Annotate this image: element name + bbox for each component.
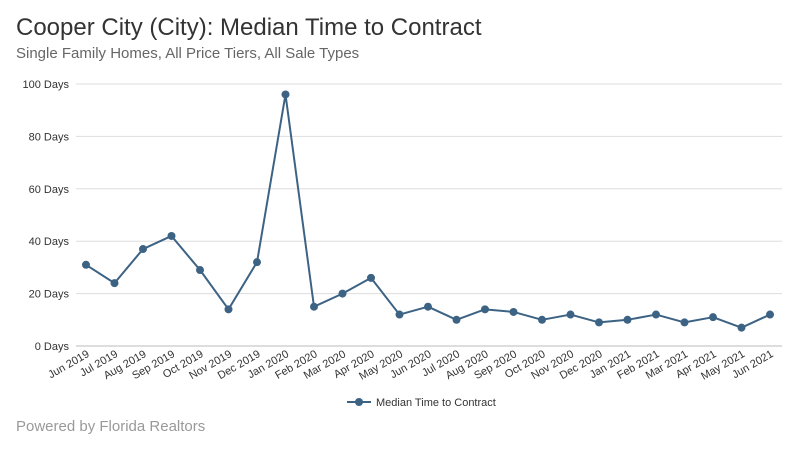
- data-point[interactable]: [196, 266, 204, 275]
- data-point[interactable]: [167, 231, 176, 240]
- data-point[interactable]: [509, 307, 518, 316]
- data-point[interactable]: [481, 305, 489, 314]
- y-tick-label: 0 Days: [35, 341, 70, 353]
- data-point[interactable]: [680, 318, 689, 327]
- gridlines: [76, 83, 782, 347]
- data-point[interactable]: [367, 273, 375, 282]
- data-point[interactable]: [737, 323, 746, 332]
- legend-marker-icon: [355, 398, 363, 406]
- data-point[interactable]: [424, 302, 432, 311]
- footer-credit: Powered by Florida Realtors: [16, 418, 206, 435]
- data-point[interactable]: [452, 315, 461, 324]
- legend[interactable]: Median Time to Contract: [347, 397, 496, 409]
- y-tick-label: 60 Days: [29, 184, 70, 196]
- data-point[interactable]: [281, 90, 290, 99]
- data-point[interactable]: [566, 310, 575, 319]
- data-point[interactable]: [595, 318, 603, 327]
- data-point[interactable]: [766, 310, 774, 319]
- y-tick-label: 80 Days: [29, 131, 70, 143]
- data-point[interactable]: [82, 260, 90, 269]
- data-point[interactable]: [110, 279, 119, 288]
- y-tick-label: 20 Days: [29, 289, 70, 301]
- data-point[interactable]: [139, 245, 147, 254]
- data-point[interactable]: [253, 258, 261, 267]
- data-point[interactable]: [652, 310, 660, 319]
- data-point[interactable]: [338, 289, 347, 298]
- data-point[interactable]: [224, 305, 233, 314]
- chart-title: Cooper City (City): Median Time to Contr…: [16, 14, 482, 41]
- data-point[interactable]: [538, 315, 546, 324]
- data-point[interactable]: [709, 313, 717, 322]
- data-point[interactable]: [623, 315, 632, 324]
- data-point[interactable]: [395, 310, 404, 319]
- y-tick-label: 100 Days: [23, 79, 70, 91]
- y-tick-label: 40 Days: [29, 236, 70, 248]
- series-line: [85, 93, 771, 329]
- y-axis-tick-labels: 0 Days 20 Days 40 Days 60 Days 80 Days 100 Da…: [23, 79, 70, 353]
- legend-label[interactable]: Median Time to Contract: [376, 397, 496, 409]
- series-median-time-to-contract: [82, 90, 774, 332]
- chart-subtitle: Single Family Homes, All Price Tiers, Al…: [16, 45, 360, 62]
- data-point[interactable]: [310, 302, 318, 311]
